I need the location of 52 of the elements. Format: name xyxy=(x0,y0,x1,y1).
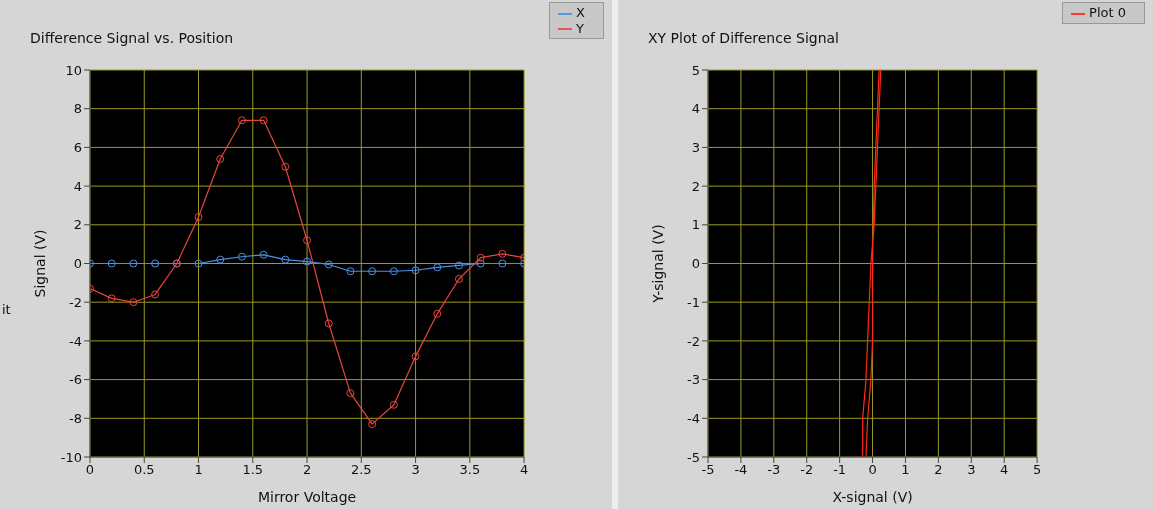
x-tick-label: 1 xyxy=(194,462,203,478)
y-tick-label: 4 xyxy=(691,101,700,117)
y-tick-label: -1 xyxy=(687,294,700,310)
x-axis-title: X-signal (V) xyxy=(832,489,913,505)
legend-label: Plot 0 xyxy=(1089,5,1126,20)
x-tick-label: 0 xyxy=(85,462,95,478)
y-tick-label: 10 xyxy=(65,62,82,78)
x-tick-label: 2.5 xyxy=(350,462,372,478)
y-tick-label: 0 xyxy=(73,256,82,272)
y-tick-label: 6 xyxy=(73,140,82,156)
y-axis-title: Y-signal (V) xyxy=(649,224,666,304)
x-tick-label: 0 xyxy=(868,462,877,478)
y-tick-label: -10 xyxy=(60,449,82,465)
y-tick-label: -2 xyxy=(69,294,82,310)
x-tick-label: 4 xyxy=(519,462,529,478)
y-tick-label: -3 xyxy=(687,372,700,388)
chart-title: XY Plot of Difference Signal xyxy=(648,30,840,46)
x-tick-label: 0.5 xyxy=(133,462,155,478)
x-tick-label: 3 xyxy=(411,462,420,478)
x-tick-label: 3.5 xyxy=(459,462,481,478)
x-tick-label: -4 xyxy=(734,462,748,478)
y-tick-label: -4 xyxy=(687,410,700,426)
text: it xyxy=(2,302,11,317)
chart-title: Difference Signal vs. Position xyxy=(30,30,234,46)
y-tick-label: 4 xyxy=(73,178,82,194)
x-tick-label: 2 xyxy=(302,462,312,478)
x-tick-label: 4 xyxy=(1000,462,1009,478)
x-tick-label: -5 xyxy=(701,462,715,478)
x-tick-label: -3 xyxy=(767,462,781,478)
x-tick-label: 1 xyxy=(901,462,910,478)
y-axis-title: Signal (V) xyxy=(31,229,48,298)
x-axis-title: Mirror Voltage xyxy=(257,489,357,505)
x-tick-label: -2 xyxy=(800,462,814,478)
y-tick-label: 0 xyxy=(691,256,700,272)
y-tick-label: -6 xyxy=(69,372,82,388)
legend-label: Y xyxy=(576,20,585,36)
y-tick-label: 8 xyxy=(73,101,82,117)
y-tick-label: 1 xyxy=(691,217,700,233)
y-tick-label: -4 xyxy=(69,333,82,349)
x-tick-label: 1.5 xyxy=(242,462,264,478)
y-tick-label: 5 xyxy=(691,62,700,78)
y-tick-label: 2 xyxy=(73,217,82,233)
x-tick-label: -1 xyxy=(833,462,847,478)
y-tick-label: 2 xyxy=(691,178,700,194)
y-tick-label: 3 xyxy=(691,140,700,156)
y-tick-label: -8 xyxy=(69,410,82,426)
x-tick-label: 2 xyxy=(934,462,943,478)
x-tick-label: 3 xyxy=(967,462,976,478)
y-tick-label: -2 xyxy=(687,333,700,349)
legend-label: X xyxy=(576,5,585,20)
y-tick-label: -5 xyxy=(687,449,700,465)
x-tick-label: 5 xyxy=(1032,462,1042,478)
